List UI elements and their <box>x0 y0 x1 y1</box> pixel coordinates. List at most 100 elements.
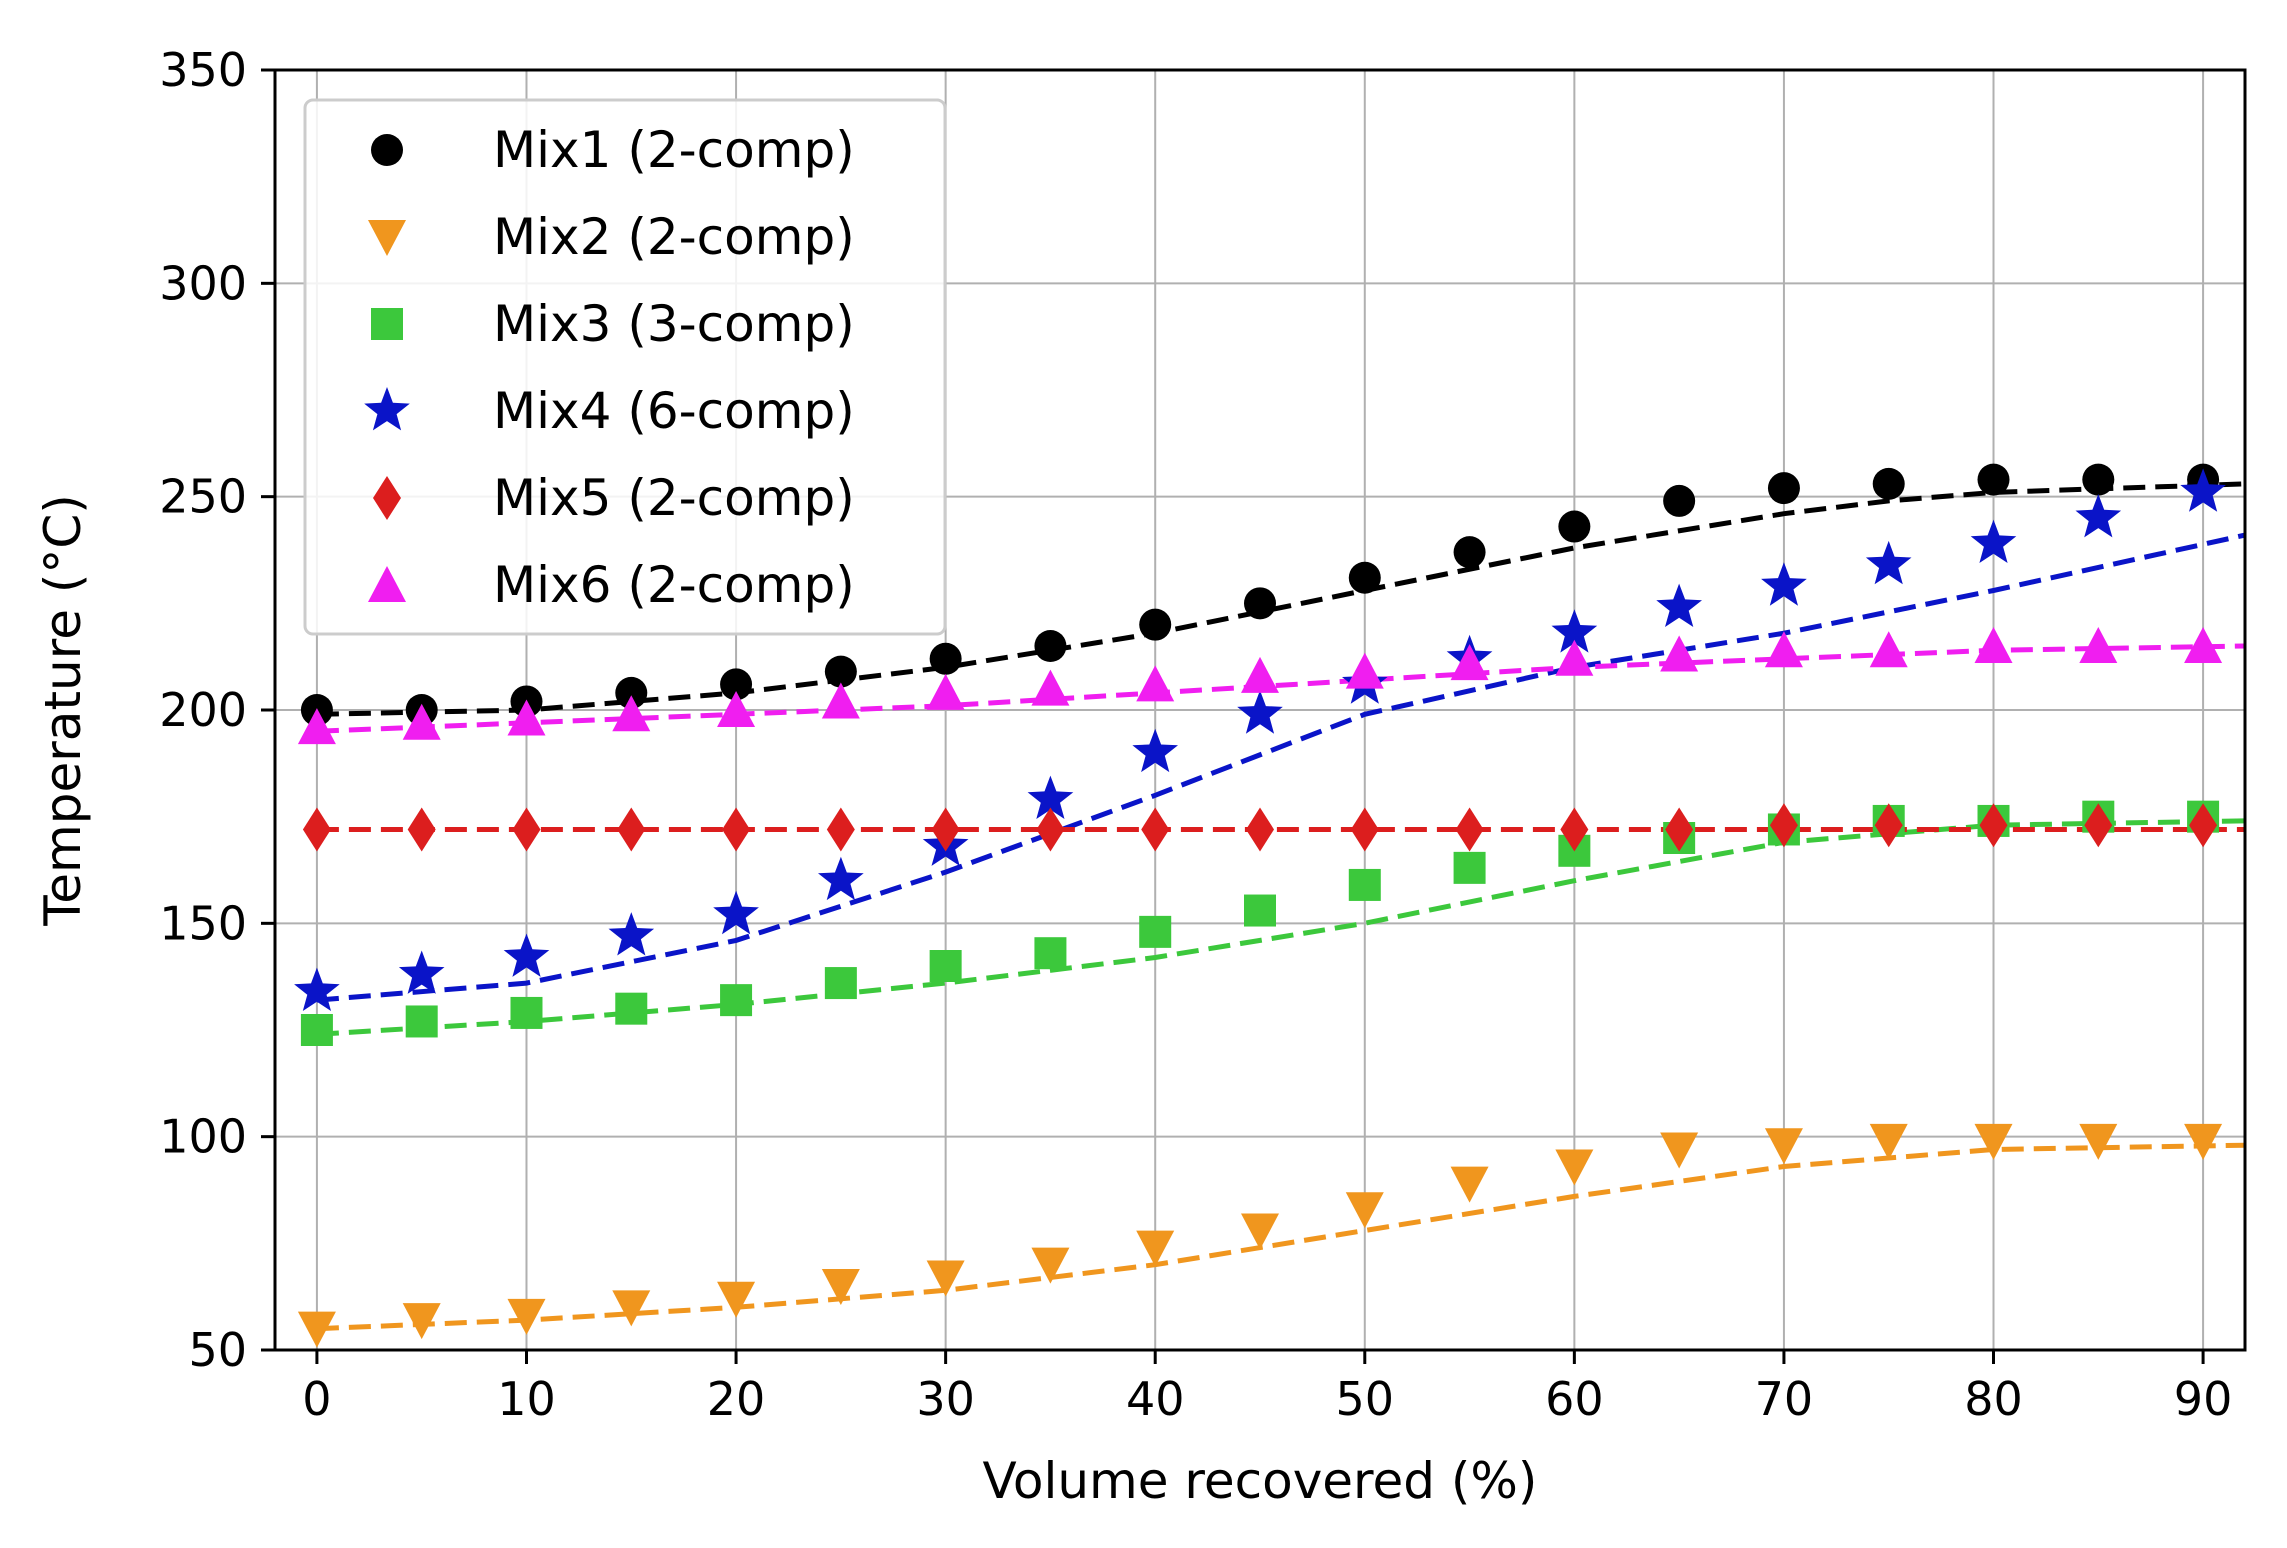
fit-line <box>316 532 2246 1003</box>
data-point <box>1769 803 1798 848</box>
data-point <box>717 1281 756 1318</box>
x-axis-label: Volume recovered (%) <box>983 1452 1538 1510</box>
data-point <box>615 676 648 709</box>
data-point <box>1031 669 1070 706</box>
data-point <box>1034 630 1067 662</box>
data-point <box>1450 1166 1489 1203</box>
legend-label: Mix4 (6-comp) <box>493 382 855 440</box>
fit-line <box>316 818 2246 1037</box>
y-tick-label: 200 <box>159 683 247 737</box>
data-point <box>929 642 962 675</box>
x-tick-label: 50 <box>1336 1372 1395 1426</box>
data-point <box>297 1311 336 1348</box>
data-point <box>300 1014 333 1046</box>
data-point <box>931 807 960 852</box>
data-point <box>1761 562 1807 606</box>
data-point <box>722 807 751 852</box>
data-point <box>503 933 550 977</box>
data-point <box>507 699 546 736</box>
data-point <box>826 807 855 852</box>
data-point <box>1132 728 1178 773</box>
data-point <box>1974 1123 2013 1160</box>
data-point <box>929 950 962 982</box>
data-point <box>926 1260 965 1297</box>
data-point <box>2180 468 2226 512</box>
data-point <box>821 1269 860 1305</box>
legend: Mix1 (2-comp) Mix2 (2-comp) Mix3 (3-comp) M… <box>303 98 947 636</box>
data-point <box>608 912 655 956</box>
y-axis-ticks: 50 100 150 200 250 300 350 <box>159 43 275 1377</box>
data-point <box>717 691 756 727</box>
data-point <box>2079 627 2118 663</box>
data-point <box>1560 807 1589 852</box>
legend-label: Mix2 (2-comp) <box>493 208 855 266</box>
data-point <box>507 1298 546 1335</box>
data-point <box>1970 519 2017 563</box>
data-point <box>720 984 753 1017</box>
data-point <box>1246 807 1274 852</box>
data-point <box>926 673 965 710</box>
data-point <box>1764 631 1803 668</box>
data-point <box>1663 484 1696 517</box>
data-point <box>1455 807 1484 852</box>
legend-marker <box>364 387 410 431</box>
data-point <box>1244 894 1276 927</box>
data-point <box>1665 807 1694 852</box>
legend-label: Mix5 (2-comp) <box>493 469 855 527</box>
legend-marker <box>373 476 401 520</box>
data-point <box>1036 807 1065 852</box>
legend-marker <box>371 134 403 166</box>
data-point <box>1031 1247 1070 1284</box>
data-point <box>617 807 646 852</box>
data-point <box>1558 510 1591 543</box>
data-point <box>2184 627 2223 663</box>
legend-label: Mix3 (3-comp) <box>493 295 855 353</box>
data-point <box>615 992 648 1025</box>
data-point <box>713 890 759 935</box>
data-point <box>1551 609 1598 653</box>
data-point <box>1764 1128 1803 1165</box>
data-point <box>1660 635 1699 672</box>
data-point <box>1450 644 1489 681</box>
data-point <box>1027 775 1074 819</box>
x-axis-ticks: 0 10 20 30 40 50 60 70 80 90 <box>302 1350 2232 1426</box>
legend-label: Mix6 (2-comp) <box>493 556 855 614</box>
data-point <box>1869 631 1908 668</box>
data-point <box>2084 803 2113 848</box>
data-point <box>1034 937 1067 970</box>
data-point <box>1555 1149 1594 1186</box>
fit-line <box>316 1142 2246 1332</box>
data-point <box>1244 587 1276 620</box>
data-point <box>2075 494 2122 538</box>
data-point <box>1350 807 1379 852</box>
data-point <box>824 967 857 1000</box>
data-point <box>1345 652 1384 689</box>
y-tick-label: 300 <box>159 256 247 310</box>
data-point <box>1348 868 1381 901</box>
data-point <box>720 668 753 701</box>
data-point <box>1977 463 2010 496</box>
x-tick-label: 10 <box>497 1372 556 1426</box>
data-point <box>302 807 331 852</box>
legend-label: Mix1 (2-comp) <box>493 121 855 179</box>
data-point <box>2189 803 2218 848</box>
data-point <box>1767 472 1800 505</box>
data-point <box>1865 540 1912 585</box>
data-point <box>297 708 336 745</box>
data-point <box>1136 665 1175 702</box>
data-point <box>1241 656 1279 693</box>
data-point <box>1348 561 1381 594</box>
data-point <box>818 856 864 901</box>
x-tick-label: 40 <box>1126 1372 1185 1426</box>
data-point <box>402 1303 441 1340</box>
data-point <box>1974 627 2013 663</box>
fit-line <box>316 643 2246 734</box>
data-point <box>1869 1123 1908 1160</box>
data-point <box>821 682 860 719</box>
legend-box <box>303 98 947 636</box>
data-point <box>1345 1192 1384 1229</box>
data-point <box>1872 467 1905 500</box>
data-point <box>2082 463 2115 496</box>
y-tick-label: 350 <box>159 43 247 97</box>
